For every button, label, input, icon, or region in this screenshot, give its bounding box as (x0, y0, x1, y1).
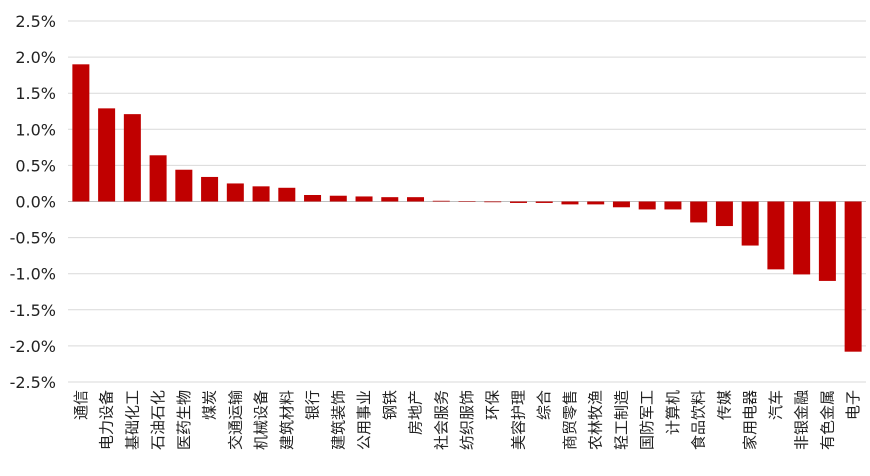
x-category-label: 国防军工 (638, 390, 656, 450)
bar (329, 195, 347, 202)
x-category-label: 社会服务 (432, 390, 450, 450)
x-category-label: 传媒 (715, 390, 733, 420)
x-category-label: 公用事业 (355, 390, 373, 450)
x-category-label: 电子 (844, 390, 862, 420)
x-category-label: 房地产 (407, 390, 425, 435)
x-category-label: 钢铁 (381, 390, 399, 420)
bar (715, 201, 733, 227)
bar (201, 176, 219, 202)
x-category-label: 有色金属 (818, 390, 836, 450)
bar (509, 201, 527, 203)
bar (741, 201, 759, 246)
y-axis-tick-labels: 2.5% 2.0% 1.5% 1.0% 0.5% 0.0% -0.5% -1.0% -1.5% -… (10, 12, 56, 392)
x-category-label: 非银金融 (793, 390, 811, 450)
x-category-label: 医药生物 (175, 390, 193, 450)
y-tick-label: -1.5% (10, 301, 56, 320)
bar (381, 197, 399, 202)
x-category-label: 建筑材料 (278, 390, 296, 450)
y-tick-label: 1.0% (15, 120, 56, 139)
bar (278, 187, 296, 202)
bar (612, 201, 630, 208)
bar (767, 201, 785, 270)
y-tick-label: 0.0% (15, 193, 56, 212)
y-tick-label: -1.0% (10, 265, 56, 284)
bar (252, 186, 270, 202)
bar (407, 197, 425, 202)
bar (355, 196, 373, 202)
bar (664, 201, 682, 210)
bars (72, 64, 862, 352)
x-category-label: 石油石化 (149, 390, 167, 450)
y-tick-label: 2.5% (15, 12, 56, 31)
bar (226, 183, 244, 202)
x-category-label: 环保 (484, 390, 502, 420)
bar (793, 201, 811, 275)
x-category-label: 基础化工 (123, 390, 141, 450)
x-category-label: 煤炭 (201, 390, 219, 420)
x-category-label: 汽车 (767, 390, 785, 420)
y-tick-label: -0.5% (10, 229, 56, 248)
bar (587, 201, 605, 205)
x-axis-category-labels: 通信 电力设备 基础化工 石油石化 医药生物 煤炭 交通运输 机械设备 建筑材料 银行 建筑装饰 公用… (72, 390, 862, 450)
x-category-label: 机械设备 (252, 390, 270, 450)
x-category-label: 综合 (535, 390, 553, 420)
bar (690, 201, 708, 223)
bar (484, 201, 502, 203)
x-category-label: 电力设备 (98, 390, 116, 450)
bar (149, 155, 167, 202)
y-tick-label: -2.0% (10, 337, 56, 356)
bar (818, 201, 836, 281)
x-category-label: 轻工制造 (612, 390, 630, 450)
x-category-label: 通信 (72, 390, 90, 420)
bar (458, 201, 476, 202)
bar (123, 114, 141, 202)
x-category-label: 交通运输 (226, 390, 244, 450)
y-tick-label: 1.5% (15, 84, 56, 103)
x-category-label: 食品饮料 (690, 390, 708, 450)
bar (432, 200, 450, 202)
bar (561, 201, 579, 205)
y-tick-label: -2.5% (10, 373, 56, 392)
bar (535, 201, 553, 203)
x-category-label: 纺织服饰 (458, 390, 476, 450)
x-category-label: 计算机 (664, 390, 682, 435)
x-category-label: 银行 (304, 390, 322, 420)
bar (304, 195, 322, 202)
bar (72, 64, 90, 202)
bar (98, 108, 116, 202)
x-category-label: 家用电器 (741, 390, 759, 450)
x-category-label: 建筑装饰 (329, 390, 347, 450)
x-category-label: 美容护理 (509, 390, 527, 450)
bar (638, 201, 656, 210)
bar (844, 201, 862, 352)
x-category-label: 商贸零售 (561, 390, 579, 450)
x-category-label: 农林牧渔 (587, 390, 605, 450)
bar (175, 169, 193, 202)
y-tick-label: 0.5% (15, 156, 56, 175)
y-tick-label: 2.0% (15, 48, 56, 67)
